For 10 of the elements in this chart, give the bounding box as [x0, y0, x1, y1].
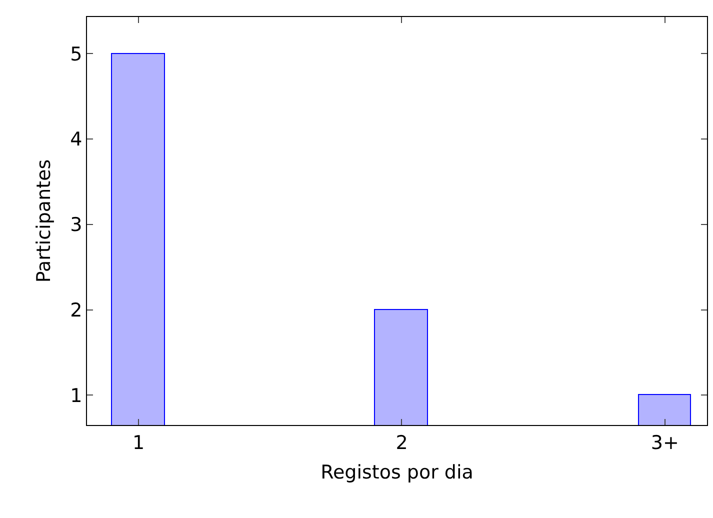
y-tick-label: 3: [70, 214, 82, 236]
x-tick-label: 3+: [650, 432, 679, 454]
y-tick-label: 4: [70, 128, 82, 151]
y-tick-label: 1: [70, 384, 82, 407]
x-tick-label: 1: [132, 432, 145, 454]
y-tick-label: 5: [70, 43, 82, 66]
y-tick-label: 2: [70, 299, 82, 322]
x-axis-title: Registos por dia: [320, 462, 474, 484]
y-axis-title: Participantes: [32, 159, 55, 283]
x-tick-label: 2: [396, 432, 408, 454]
